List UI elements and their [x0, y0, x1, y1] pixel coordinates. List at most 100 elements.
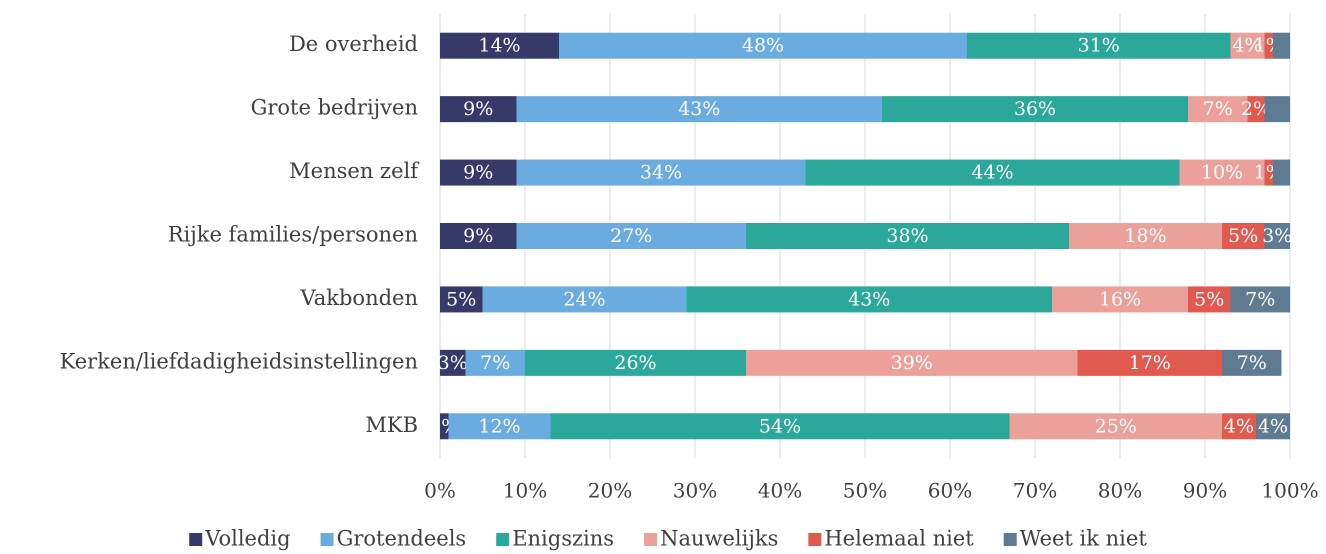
- category-label: MKB: [365, 413, 418, 437]
- x-tick-label: 0%: [424, 479, 456, 503]
- legend-label: Grotendeels: [337, 527, 467, 551]
- data-label: 10%: [1201, 162, 1243, 184]
- legend-swatch: [1003, 533, 1017, 546]
- data-label: 44%: [971, 162, 1013, 184]
- bar-segment: [1264, 32, 1273, 59]
- x-tick-label: 30%: [673, 479, 717, 503]
- bar-segment: [746, 349, 1078, 376]
- bar-segment: [1230, 286, 1290, 313]
- legend-label: Weet ik niet: [1020, 527, 1148, 551]
- bar-segment: [805, 159, 1180, 186]
- bar-segment: [440, 349, 466, 376]
- data-label: 17%: [1129, 352, 1171, 374]
- data-label: 54%: [759, 415, 801, 437]
- bar-segment: [559, 32, 967, 59]
- category-label: Grote bedrijven: [251, 96, 418, 120]
- bar-segment: [1256, 413, 1290, 440]
- bar-segment: [440, 159, 517, 186]
- bar-segment: [967, 32, 1231, 59]
- bar-segment: [1264, 96, 1290, 123]
- legend-swatch: [808, 533, 822, 546]
- data-label: 34%: [640, 162, 682, 184]
- x-tick-label: 100%: [1261, 479, 1318, 503]
- data-label: 31%: [1078, 35, 1120, 57]
- bar-segment: [1264, 223, 1290, 249]
- legend-label: Nauwelijks: [660, 527, 778, 551]
- x-tick-label: 90%: [1183, 479, 1227, 503]
- bar-segment: [1188, 96, 1248, 123]
- bar-segment: [1264, 159, 1273, 186]
- data-label: 43%: [678, 98, 720, 120]
- data-label: 7%: [1245, 288, 1275, 310]
- legend-swatch: [496, 533, 510, 546]
- bar-segment: [516, 159, 806, 186]
- legend-label: Enigszins: [512, 527, 614, 551]
- x-tick-label: 20%: [588, 479, 632, 503]
- bar-segment: [465, 349, 525, 376]
- data-label: 38%: [886, 225, 928, 247]
- bar-segment: [1188, 286, 1231, 313]
- data-label: 12%: [478, 415, 520, 437]
- bar-segment: [1222, 413, 1256, 440]
- data-label: 26%: [614, 352, 656, 374]
- bar-segment: [1222, 349, 1282, 376]
- bar-segment: [1052, 286, 1188, 313]
- x-tick-label: 40%: [758, 479, 802, 503]
- data-label: 4%: [1224, 415, 1254, 437]
- data-label: 3%: [1262, 225, 1292, 247]
- bar-segment: [440, 413, 449, 440]
- data-label: 4%: [1258, 415, 1288, 437]
- x-tick-label: 70%: [1013, 479, 1057, 503]
- data-label: 39%: [891, 352, 933, 374]
- data-label: 25%: [1095, 415, 1137, 437]
- data-label: 9%: [463, 225, 493, 247]
- bar-segment: [516, 223, 746, 249]
- bar-segment: [516, 96, 882, 123]
- bar-segment: [746, 223, 1069, 249]
- bar-segment: [440, 286, 483, 313]
- bar-segment: [440, 223, 517, 249]
- x-tick-label: 10%: [503, 479, 547, 503]
- bar-segment: [686, 286, 1052, 313]
- bar-segment: [1273, 32, 1290, 59]
- data-label: 36%: [1014, 98, 1056, 120]
- data-label: 27%: [610, 225, 652, 247]
- data-label: 5%: [1194, 288, 1224, 310]
- x-tick-label: 60%: [928, 479, 972, 503]
- bar-segment: [525, 349, 746, 376]
- category-label: Vakbonden: [300, 286, 419, 310]
- bar-segment: [1273, 159, 1290, 186]
- category-label: Rijke families/personen: [168, 223, 418, 247]
- bar-segment: [1077, 349, 1222, 376]
- bar-segment: [1069, 223, 1222, 249]
- bar-segment: [440, 96, 517, 123]
- data-label: 48%: [742, 35, 784, 57]
- legend-swatch: [320, 533, 334, 546]
- bar-segment: [1009, 413, 1222, 440]
- bar-segment: [882, 96, 1188, 123]
- data-label: 9%: [463, 98, 493, 120]
- data-label: 9%: [463, 162, 493, 184]
- data-label: 4%: [1232, 35, 1262, 57]
- data-label: 16%: [1099, 288, 1141, 310]
- category-label: De overheid: [289, 32, 418, 56]
- bar-segment: [448, 413, 551, 440]
- bar-segment: [440, 32, 559, 59]
- category-label: Mensen zelf: [289, 159, 420, 183]
- data-label: 43%: [848, 288, 890, 310]
- bar-segment: [550, 413, 1010, 440]
- data-label: 3%: [438, 352, 468, 374]
- bar-segment: [1230, 32, 1265, 59]
- bar-segment: [1179, 159, 1265, 186]
- data-label: 7%: [1237, 352, 1267, 374]
- data-label: 5%: [446, 288, 476, 310]
- data-label: 18%: [1124, 225, 1166, 247]
- legend-swatch: [644, 533, 658, 546]
- data-label: 2%: [1241, 98, 1271, 120]
- legend-label: Helemaal niet: [824, 527, 974, 551]
- bar-segment: [1222, 223, 1265, 249]
- data-label: 14%: [478, 35, 520, 57]
- bar-segment: [482, 286, 687, 313]
- bar-segment: [1247, 96, 1265, 123]
